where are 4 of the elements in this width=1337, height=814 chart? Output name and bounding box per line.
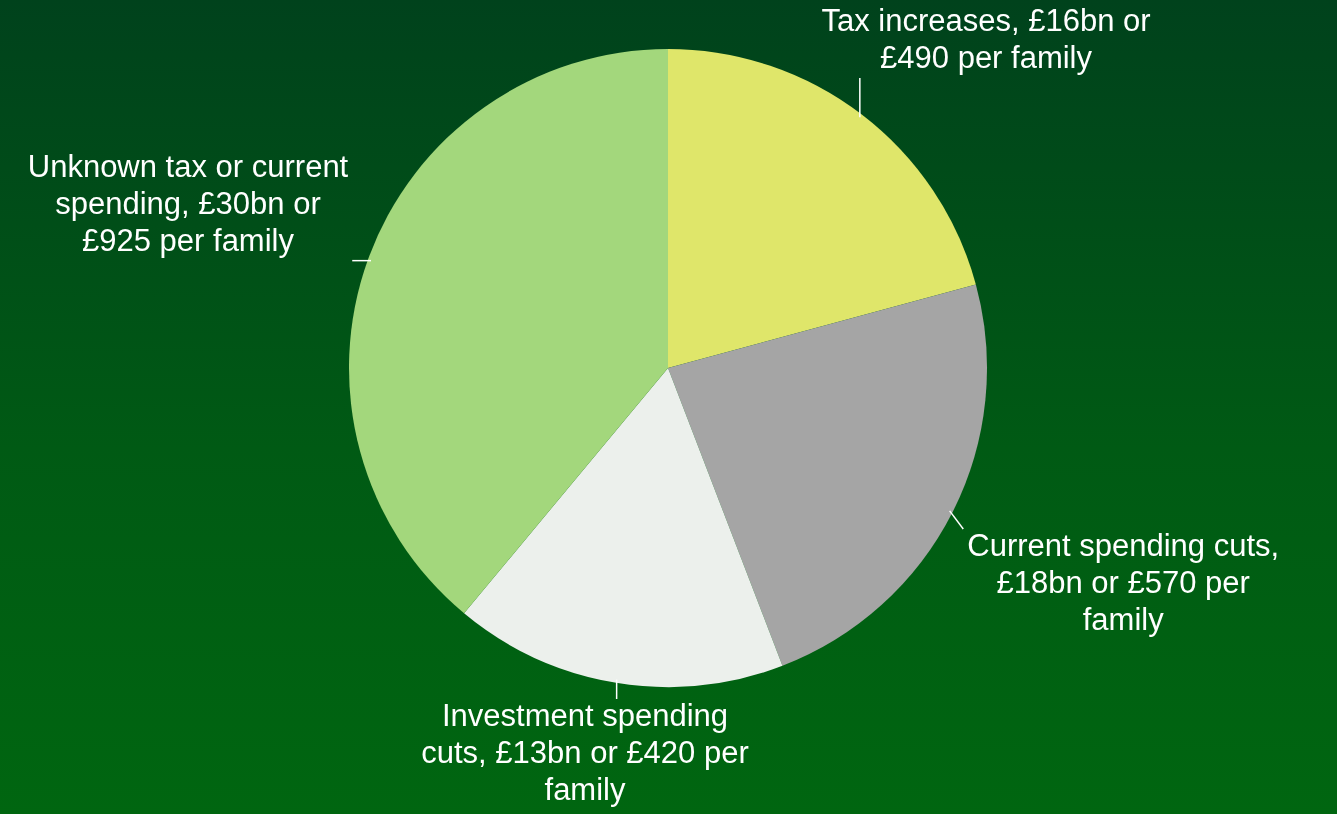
slice-label: Tax increases, £16bn or £490 per family [821,3,1151,76]
slice-label: Current spending cuts, £18bn or £570 per family [967,527,1280,637]
slice-label: Unknown tax or current spending, £30bn or £925 per family [27,148,349,258]
slice-label: Investment spending cuts, £13bn or £420 per family [421,698,749,808]
